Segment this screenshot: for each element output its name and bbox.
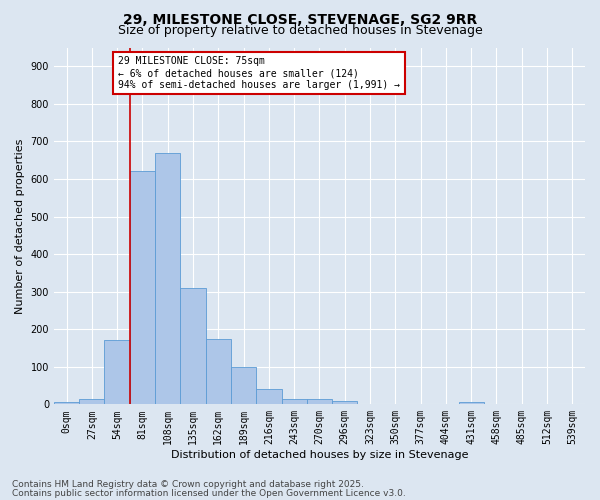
Text: 29 MILESTONE CLOSE: 75sqm
← 6% of detached houses are smaller (124)
94% of semi-: 29 MILESTONE CLOSE: 75sqm ← 6% of detach… bbox=[118, 56, 400, 90]
Bar bbox=[54, 402, 79, 404]
Bar bbox=[206, 338, 231, 404]
Text: Contains public sector information licensed under the Open Government Licence v3: Contains public sector information licen… bbox=[12, 488, 406, 498]
Text: Contains HM Land Registry data © Crown copyright and database right 2025.: Contains HM Land Registry data © Crown c… bbox=[12, 480, 364, 489]
Bar bbox=[181, 288, 206, 405]
Bar bbox=[155, 152, 181, 404]
Bar bbox=[307, 398, 332, 404]
Bar bbox=[332, 400, 358, 404]
Bar bbox=[79, 398, 104, 404]
Bar bbox=[104, 340, 130, 404]
X-axis label: Distribution of detached houses by size in Stevenage: Distribution of detached houses by size … bbox=[171, 450, 468, 460]
Bar bbox=[130, 172, 155, 404]
Bar bbox=[458, 402, 484, 404]
Bar bbox=[256, 390, 281, 404]
Bar bbox=[281, 398, 307, 404]
Y-axis label: Number of detached properties: Number of detached properties bbox=[15, 138, 25, 314]
Bar bbox=[231, 367, 256, 405]
Text: 29, MILESTONE CLOSE, STEVENAGE, SG2 9RR: 29, MILESTONE CLOSE, STEVENAGE, SG2 9RR bbox=[123, 12, 477, 26]
Text: Size of property relative to detached houses in Stevenage: Size of property relative to detached ho… bbox=[118, 24, 482, 37]
